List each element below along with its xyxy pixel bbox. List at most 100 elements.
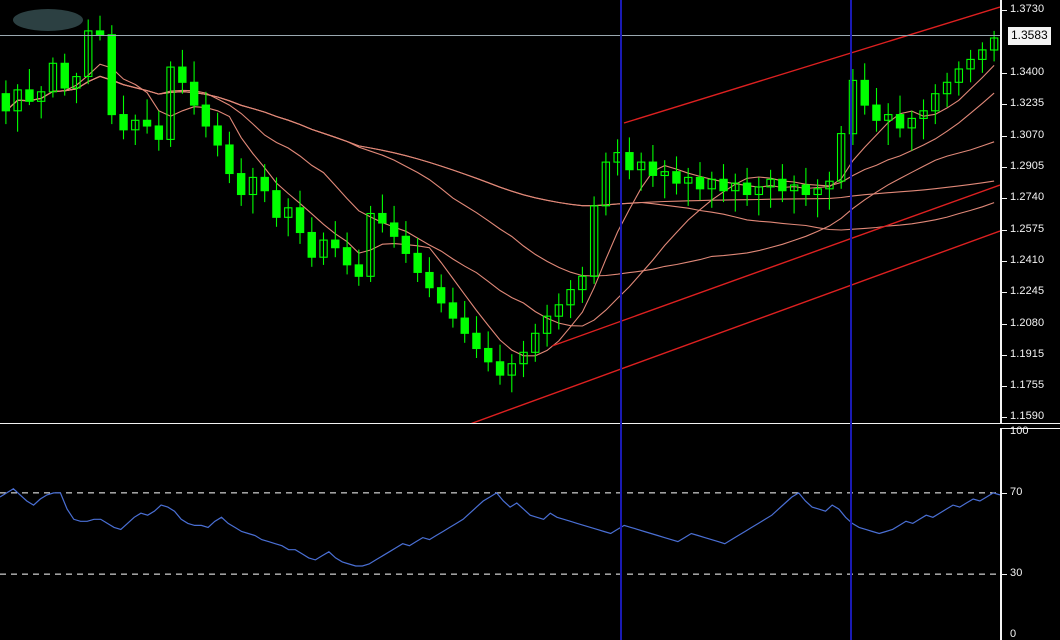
candle-body bbox=[484, 347, 493, 363]
rsi-indicator-panel[interactable] bbox=[0, 427, 1000, 640]
candle-body bbox=[801, 184, 811, 196]
candle-body bbox=[84, 30, 93, 78]
candle-body bbox=[731, 182, 740, 192]
candle-body bbox=[119, 114, 128, 131]
price-tick bbox=[1000, 104, 1007, 106]
trendline-upper bbox=[623, 6, 1000, 124]
candle-body bbox=[295, 207, 305, 234]
rsi-tick-label: 70 bbox=[1010, 485, 1023, 498]
candle-body bbox=[695, 176, 705, 190]
candle-body bbox=[189, 81, 199, 106]
candle-body bbox=[519, 351, 528, 365]
price-tick-label: 1.2575 bbox=[1010, 222, 1045, 235]
candle-body bbox=[425, 271, 434, 289]
candle-body bbox=[719, 178, 728, 192]
price-tick bbox=[1000, 323, 1007, 325]
price-tick-label: 1.2740 bbox=[1010, 191, 1045, 204]
price-tick-label: 1.2245 bbox=[1010, 285, 1045, 298]
candle-body bbox=[1, 93, 11, 112]
candle-body bbox=[448, 302, 458, 319]
candle-body bbox=[331, 239, 340, 249]
price-tick bbox=[1000, 417, 1007, 418]
candle-body bbox=[554, 304, 564, 317]
candle-body bbox=[307, 231, 316, 258]
candle-body bbox=[284, 207, 293, 218]
candle-body bbox=[342, 247, 352, 266]
candle-body bbox=[589, 205, 599, 277]
candle-body bbox=[107, 34, 116, 116]
vertical-crosshair-2[interactable] bbox=[850, 0, 852, 640]
candle-body bbox=[236, 173, 246, 196]
candle-body bbox=[566, 289, 575, 306]
candle-body bbox=[836, 133, 846, 182]
candle-body bbox=[578, 275, 587, 291]
right-axis[interactable]: 1.3730 1.3400 1.3235 1.3070 1.2905 1.2740 1.25… bbox=[1000, 0, 1060, 640]
price-tick bbox=[1000, 72, 1007, 74]
moving-average-line-4 bbox=[5, 75, 995, 207]
candle-body bbox=[660, 171, 669, 177]
price-tick bbox=[1000, 166, 1007, 168]
price-chart-canvas bbox=[1, 6, 1000, 424]
rsi-tick-label: 0 bbox=[1010, 628, 1017, 640]
candle-body bbox=[672, 171, 681, 184]
price-tick bbox=[1000, 135, 1007, 137]
ellipse-highlight-marker[interactable] bbox=[13, 9, 83, 31]
candle-body bbox=[60, 62, 69, 89]
candle-body bbox=[766, 178, 775, 188]
candle-body bbox=[754, 186, 764, 196]
candle-body bbox=[142, 119, 152, 127]
price-tick-label: 1.1755 bbox=[1010, 378, 1045, 391]
price-tick-label: 1.2080 bbox=[1010, 316, 1045, 329]
rsi-chart-canvas bbox=[0, 488, 1000, 575]
candle-body bbox=[260, 176, 269, 192]
candle-body bbox=[319, 239, 328, 258]
candle-body bbox=[742, 182, 752, 196]
trendline-lower bbox=[551, 184, 1000, 347]
price-tick-label: 1.2905 bbox=[1010, 159, 1045, 172]
candle-body bbox=[248, 176, 258, 196]
current-price-tag: 1.3583 bbox=[1008, 27, 1051, 45]
vertical-crosshair-1[interactable] bbox=[620, 0, 622, 640]
candle-body bbox=[354, 264, 364, 277]
candle-body bbox=[942, 81, 952, 95]
candle-body bbox=[789, 184, 799, 192]
axis-line bbox=[1000, 0, 1002, 640]
moving-average-line-3 bbox=[5, 75, 995, 231]
candle-body bbox=[389, 222, 399, 237]
candle-body bbox=[366, 212, 375, 277]
candle-body bbox=[507, 363, 516, 376]
candle-body bbox=[907, 117, 916, 129]
candle-body bbox=[531, 332, 540, 353]
rsi-tick bbox=[1000, 492, 1007, 494]
price-tick bbox=[1000, 261, 1007, 262]
candle-body bbox=[95, 30, 105, 36]
candle-body bbox=[625, 152, 634, 171]
candle-body bbox=[542, 315, 552, 334]
moving-average-line-2 bbox=[5, 75, 995, 277]
candle-body bbox=[225, 144, 234, 175]
candle-body bbox=[707, 178, 716, 190]
candle-body bbox=[72, 76, 81, 89]
candle-body bbox=[601, 161, 611, 207]
candle-body bbox=[778, 178, 787, 192]
candle-body bbox=[413, 252, 422, 273]
moving-average-line-1 bbox=[5, 75, 995, 327]
candle-body bbox=[872, 104, 881, 121]
price-tick bbox=[1000, 355, 1007, 357]
candle-body bbox=[378, 212, 387, 224]
candle-body bbox=[460, 317, 469, 334]
price-chart-panel[interactable] bbox=[0, 0, 1000, 424]
moving-average-line-0 bbox=[5, 63, 995, 357]
candle-body bbox=[48, 62, 58, 93]
candle-body bbox=[684, 176, 693, 184]
price-tick-label: 1.1915 bbox=[1010, 348, 1045, 361]
candle-body bbox=[966, 58, 975, 70]
price-tick-label: 1.3400 bbox=[1010, 65, 1045, 78]
rsi-tick bbox=[1000, 574, 1007, 576]
candle-body bbox=[272, 190, 281, 218]
price-tick bbox=[1000, 229, 1007, 231]
candle-body bbox=[860, 79, 869, 106]
current-price-line bbox=[0, 35, 1000, 36]
candle-body bbox=[25, 89, 34, 102]
candle-body bbox=[36, 91, 46, 102]
